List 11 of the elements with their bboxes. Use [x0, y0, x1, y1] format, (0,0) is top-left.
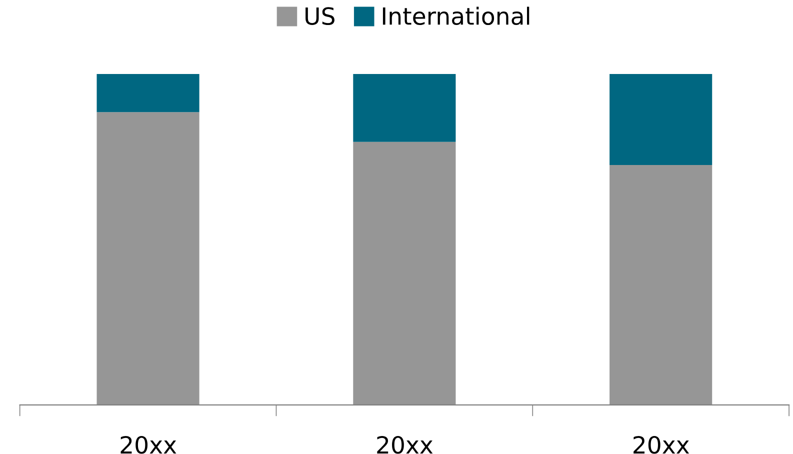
legend-label: US [306, 7, 334, 26]
bar [96, 112, 200, 405]
bar [610, 165, 712, 405]
bar [96, 74, 200, 112]
x-tick-label: 20xx [120, 436, 176, 454]
bar [610, 74, 712, 166]
bar [353, 74, 456, 142]
legend-label: International [382, 6, 530, 26]
x-tick-label: 20xx [634, 436, 690, 454]
bar [353, 142, 456, 405]
x-tick-label: 20xx [377, 436, 433, 454]
